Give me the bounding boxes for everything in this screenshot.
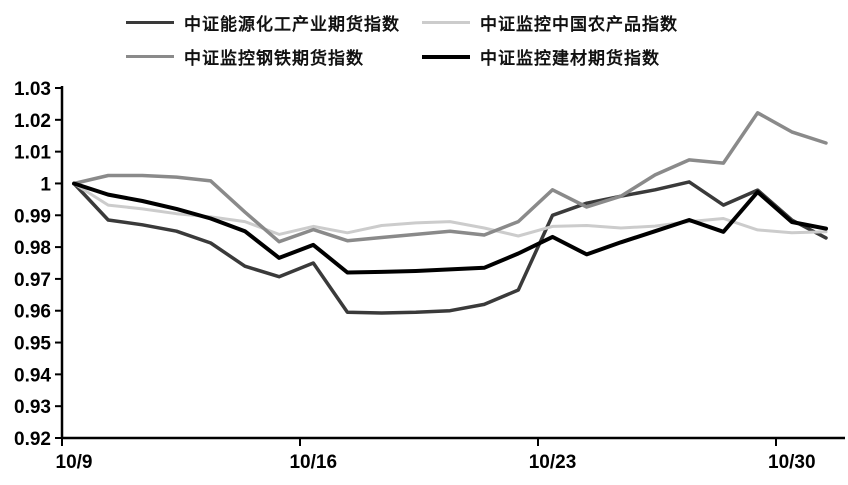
y-tick-label: 0.92 — [14, 429, 51, 450]
y-tick-label: 1.01 — [14, 143, 51, 164]
line-swatch-agriculture — [422, 21, 470, 24]
legend-label-building-materials: 中证监控建材期货指数 — [480, 49, 660, 69]
line-swatch-steel — [126, 54, 174, 59]
legend-item-agriculture: 中证监控中国农产品指数 — [422, 10, 678, 35]
y-tick-label: 0.94 — [14, 365, 51, 386]
chart-legend: 中证能源化工产业期货指数 中证监控中国农产品指数 中证监控钢铁期货指数 中证监控… — [126, 10, 678, 69]
legend-item-energy-chemical: 中证能源化工产业期货指数 — [126, 10, 422, 35]
y-tick-label: 1.03 — [14, 79, 51, 100]
x-tick-label: 10/30 — [768, 452, 816, 473]
x-tick-label: 10/16 — [289, 452, 337, 473]
y-tick-label: 0.97 — [14, 270, 51, 291]
y-tick-label: 0.93 — [14, 397, 51, 418]
y-tick-label: 1.02 — [14, 111, 51, 132]
line-swatch-building-materials — [422, 54, 470, 59]
legend-label-energy-chemical: 中证能源化工产业期货指数 — [184, 15, 400, 35]
y-tick-label: 0.96 — [14, 302, 51, 323]
y-tick-label: 0.98 — [14, 238, 51, 259]
legend-item-building-materials: 中证监控建材期货指数 — [422, 44, 678, 69]
y-tick-label: 0.99 — [14, 206, 51, 227]
y-tick-label: 0.95 — [14, 334, 51, 355]
series-line-3 — [72, 181, 828, 275]
y-tick-label: 1 — [40, 174, 51, 195]
legend-item-steel: 中证监控钢铁期货指数 — [126, 44, 422, 69]
line-swatch-energy-chemical — [126, 20, 174, 25]
x-tick-label: 10/9 — [56, 452, 93, 473]
series-line-0 — [72, 180, 828, 315]
legend-label-agriculture: 中证监控中国农产品指数 — [480, 15, 678, 35]
x-tick-label: 10/23 — [529, 452, 577, 473]
legend-label-steel: 中证监控钢铁期货指数 — [184, 49, 364, 69]
series-line-2 — [72, 111, 828, 244]
